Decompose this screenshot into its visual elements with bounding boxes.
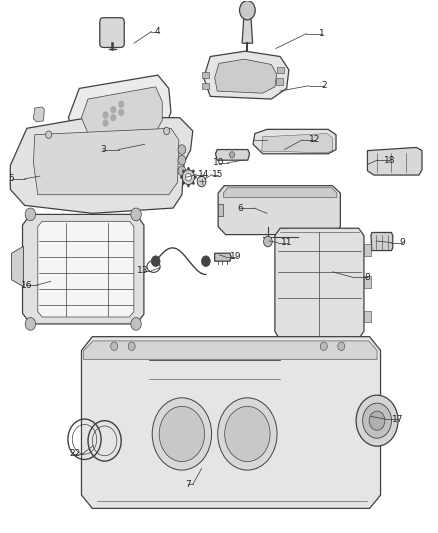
Circle shape: [320, 342, 327, 351]
Text: 11: 11: [281, 238, 293, 247]
Circle shape: [363, 403, 392, 438]
Circle shape: [128, 342, 135, 351]
Circle shape: [338, 342, 345, 351]
Circle shape: [25, 318, 35, 330]
Text: 18: 18: [384, 156, 395, 165]
Text: 19: 19: [230, 253, 241, 261]
Polygon shape: [204, 51, 289, 99]
Polygon shape: [215, 150, 250, 160]
Text: 22: 22: [69, 449, 81, 458]
Circle shape: [152, 398, 212, 470]
Text: 3: 3: [100, 145, 106, 154]
Circle shape: [230, 152, 235, 158]
Polygon shape: [81, 87, 162, 134]
Circle shape: [240, 1, 255, 20]
Polygon shape: [33, 107, 44, 122]
Polygon shape: [68, 75, 171, 142]
Circle shape: [356, 395, 398, 446]
Bar: [201, 83, 208, 89]
Circle shape: [25, 208, 35, 221]
Circle shape: [192, 182, 194, 185]
Polygon shape: [371, 232, 393, 251]
Circle shape: [264, 236, 272, 247]
Circle shape: [178, 145, 186, 155]
Polygon shape: [215, 59, 277, 93]
Circle shape: [111, 342, 118, 351]
Text: 16: 16: [21, 280, 33, 289]
Bar: [201, 72, 208, 78]
Circle shape: [192, 169, 194, 173]
Text: 8: 8: [364, 273, 370, 281]
Text: 7: 7: [186, 480, 191, 489]
Polygon shape: [12, 246, 23, 287]
Circle shape: [131, 208, 141, 221]
Circle shape: [118, 101, 124, 108]
Text: 14: 14: [198, 170, 209, 179]
Polygon shape: [275, 228, 364, 340]
Circle shape: [182, 169, 194, 184]
Circle shape: [178, 166, 186, 175]
Circle shape: [180, 175, 183, 179]
Text: 4: 4: [155, 27, 161, 36]
FancyBboxPatch shape: [100, 18, 124, 47]
Circle shape: [131, 318, 141, 330]
Text: 12: 12: [309, 135, 321, 144]
Circle shape: [159, 406, 205, 462]
Text: 10: 10: [213, 158, 225, 167]
Circle shape: [218, 398, 277, 470]
Circle shape: [225, 406, 270, 462]
Text: 2: 2: [321, 81, 327, 90]
Bar: [277, 67, 284, 73]
Bar: [364, 276, 371, 288]
Polygon shape: [223, 188, 337, 197]
Text: 1: 1: [319, 29, 325, 38]
Text: 17: 17: [392, 415, 404, 424]
Circle shape: [102, 119, 109, 127]
Bar: [364, 244, 371, 256]
Circle shape: [182, 169, 185, 173]
Circle shape: [369, 411, 385, 430]
Polygon shape: [242, 11, 253, 43]
Polygon shape: [33, 128, 179, 195]
Polygon shape: [367, 148, 422, 175]
Polygon shape: [215, 253, 231, 261]
Circle shape: [185, 173, 191, 181]
Circle shape: [151, 256, 160, 266]
Polygon shape: [218, 185, 340, 235]
Circle shape: [187, 167, 190, 170]
Circle shape: [46, 131, 52, 139]
Polygon shape: [11, 118, 193, 213]
Bar: [218, 204, 223, 216]
Circle shape: [201, 256, 210, 266]
Text: 9: 9: [399, 238, 405, 247]
Circle shape: [118, 109, 124, 116]
Text: 15: 15: [212, 170, 224, 179]
Circle shape: [182, 182, 185, 185]
Circle shape: [187, 184, 190, 187]
Text: 6: 6: [237, 204, 243, 213]
Circle shape: [178, 156, 186, 165]
Text: 5: 5: [9, 174, 14, 183]
Text: 13: 13: [137, 266, 148, 275]
Circle shape: [194, 175, 197, 179]
Circle shape: [110, 106, 117, 114]
Circle shape: [163, 127, 170, 135]
Polygon shape: [81, 337, 381, 508]
Polygon shape: [84, 341, 377, 360]
Circle shape: [102, 111, 109, 119]
Bar: [364, 311, 371, 322]
Circle shape: [197, 176, 206, 187]
Polygon shape: [38, 221, 134, 317]
Circle shape: [110, 114, 117, 122]
Bar: [276, 78, 283, 85]
Polygon shape: [262, 134, 332, 153]
Polygon shape: [22, 214, 144, 324]
Polygon shape: [253, 130, 336, 154]
